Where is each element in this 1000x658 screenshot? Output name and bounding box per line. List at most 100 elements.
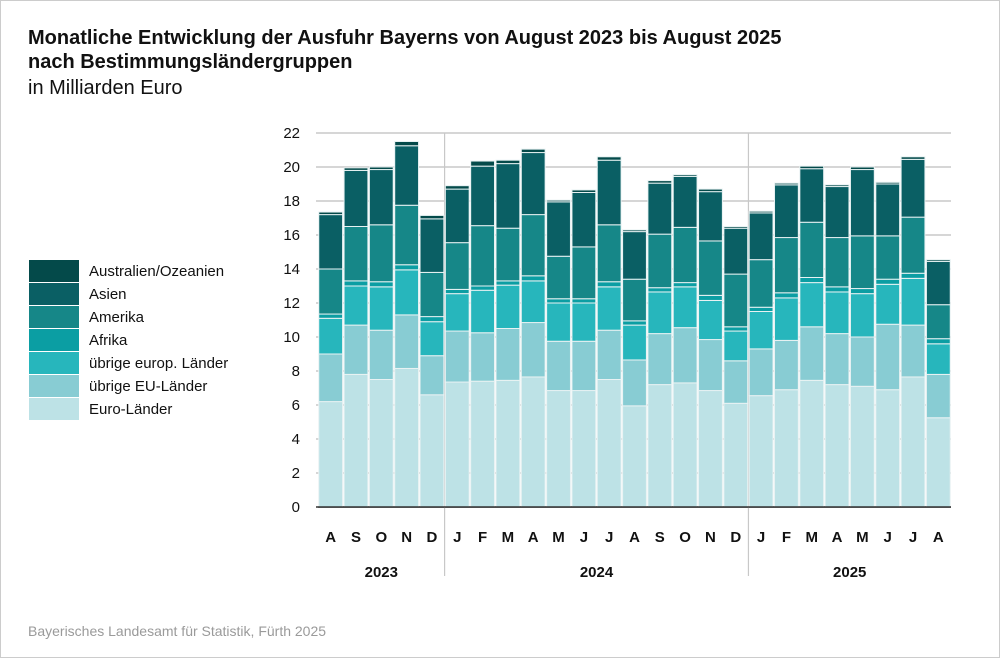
x-tick-label: M <box>502 529 515 546</box>
legend-label: Euro-Länder <box>89 401 173 418</box>
x-tick-label: M <box>805 529 818 546</box>
bar-segment <box>672 226 698 284</box>
legend-item: Amerika <box>29 306 228 329</box>
bar-segment <box>571 302 597 342</box>
x-tick-label: M <box>856 529 869 546</box>
y-tick-label: 22 <box>283 125 300 142</box>
x-tick-label: A <box>528 529 539 546</box>
bar-segment <box>622 359 647 407</box>
bar-segment <box>520 214 546 277</box>
bar-segment <box>824 286 850 293</box>
bar-segment <box>419 316 445 323</box>
bar-segment <box>622 229 647 233</box>
bar-segment <box>394 145 420 206</box>
bar-segment <box>824 186 850 239</box>
y-tick-label: 12 <box>283 295 300 312</box>
bar-segment <box>444 381 470 508</box>
bar-segment <box>470 289 495 334</box>
legend-swatch <box>29 352 79 375</box>
legend-swatch <box>29 398 79 421</box>
bar-segment <box>419 394 445 508</box>
bar-segment <box>647 384 673 508</box>
bar-segment <box>774 184 799 239</box>
legend-label: übrige europ. Länder <box>89 355 229 372</box>
bar-segment <box>470 225 495 287</box>
bar-segment <box>748 348 774 397</box>
x-tick-label: J <box>605 529 613 546</box>
bar-segment <box>546 255 571 300</box>
bar-segment <box>824 237 850 288</box>
bar-segment <box>368 379 394 508</box>
bar-segment <box>698 188 723 193</box>
bar-segment <box>546 302 571 342</box>
x-tick-label: N <box>705 529 716 546</box>
bar-segment <box>799 379 825 508</box>
year-label: 2025 <box>833 564 866 581</box>
bar-segment <box>495 379 521 508</box>
legend-item: Asien <box>29 283 228 306</box>
bar-segment <box>495 159 521 165</box>
bar-segment <box>925 417 951 508</box>
bar-segment <box>748 395 774 508</box>
x-tick-label: D <box>427 529 438 546</box>
bar-segment <box>495 163 521 229</box>
bar-segment <box>672 174 698 177</box>
bar-segment <box>394 269 420 316</box>
bar-segment <box>774 297 799 341</box>
y-tick-label: 0 <box>292 499 300 516</box>
bar-segment <box>368 166 394 171</box>
bar-segment <box>343 169 369 227</box>
bar-segment <box>672 286 698 329</box>
y-tick-label: 10 <box>283 329 300 346</box>
bar-segment <box>774 237 799 294</box>
y-tick-label: 14 <box>283 261 300 278</box>
bar-segment <box>571 390 597 508</box>
bar-segment <box>444 188 470 244</box>
bar-segment <box>900 158 926 218</box>
bar-segment <box>318 401 344 508</box>
bar-segment <box>318 214 344 270</box>
bar-segment <box>849 293 875 338</box>
bar-segment <box>647 291 673 335</box>
legend-swatch <box>29 306 79 329</box>
bar-segment <box>470 332 495 382</box>
legend-swatch <box>29 283 79 306</box>
bar-segment <box>343 167 369 171</box>
bar-segment <box>622 405 647 508</box>
bar-segment <box>900 277 926 326</box>
bar-segment <box>875 283 901 325</box>
bar-segment <box>875 389 901 508</box>
bar-segment <box>368 224 394 283</box>
bar-segment <box>394 264 420 271</box>
bar-segment <box>774 339 799 391</box>
bar-segment <box>647 287 673 293</box>
bar-segment <box>394 367 420 508</box>
legend-swatch <box>29 375 79 398</box>
legend-label: Australien/Ozeanien <box>89 263 225 280</box>
x-tick-label: A <box>832 529 843 546</box>
bar-segment <box>925 304 951 340</box>
x-tick-label: A <box>629 529 640 546</box>
bar-segment <box>849 385 875 508</box>
bar-segment <box>925 343 951 375</box>
bar-segment <box>925 373 951 419</box>
x-tick-label: N <box>401 529 412 546</box>
bar-segment <box>748 210 774 214</box>
bar-segment <box>343 280 369 287</box>
bar-segment <box>318 353 344 403</box>
bar-segment <box>875 323 901 391</box>
bar-segment <box>925 338 951 345</box>
legend-item: Euro-Länder <box>29 398 228 421</box>
bar-segment <box>343 373 369 508</box>
legend-item: Australien/Ozeanien <box>29 260 228 283</box>
bar-segment <box>698 240 723 296</box>
bar-segment <box>394 141 420 147</box>
bar-segment <box>900 156 926 160</box>
x-tick-label: D <box>730 529 741 546</box>
bar-segment <box>596 224 622 283</box>
chart-title-line2: nach Bestimmungsländergruppen <box>28 51 353 73</box>
bar-segment <box>748 259 774 308</box>
bar-segment <box>368 329 394 381</box>
y-tick-label: 18 <box>283 193 300 210</box>
